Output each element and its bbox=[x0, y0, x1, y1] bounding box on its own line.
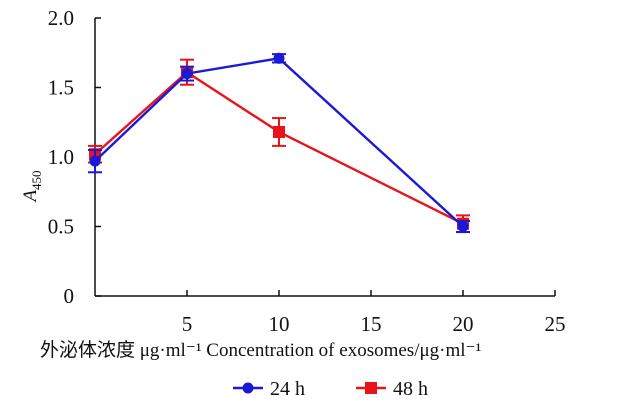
y-tick-label: 1.5 bbox=[48, 76, 74, 100]
legend-label: 24 h bbox=[270, 378, 305, 400]
series-layer bbox=[88, 52, 470, 234]
data-point bbox=[273, 125, 285, 138]
x-axis-label: 外泌体浓度 μg·ml⁻¹ Concentration of exosomes/… bbox=[40, 339, 482, 361]
tick-labels: 0 0.5 1.0 1.5 2.0 5 10 15 20 25 bbox=[48, 6, 566, 336]
series-line bbox=[94, 57, 464, 228]
data-point bbox=[273, 52, 285, 64]
legend: 24 h 48 h bbox=[233, 378, 428, 400]
legend-marker bbox=[242, 382, 254, 394]
legend-label: 48 h bbox=[393, 378, 428, 400]
y-tick-label: 0.5 bbox=[48, 215, 74, 239]
series-48-h bbox=[88, 58, 470, 234]
data-point bbox=[181, 68, 193, 80]
legend-item-48-h: 48 h bbox=[356, 378, 428, 400]
y-axis-label: A450 bbox=[20, 170, 44, 203]
x-tick-label: 5 bbox=[182, 312, 193, 336]
y-tick-label: 1.0 bbox=[48, 145, 74, 169]
data-point bbox=[457, 221, 469, 232]
x-tick-label: 25 bbox=[545, 312, 566, 336]
x-tick-label: 20 bbox=[453, 312, 474, 336]
x-tick-label: 15 bbox=[361, 312, 382, 336]
series-line bbox=[94, 70, 464, 225]
legend-marker bbox=[365, 382, 377, 394]
y-tick-label: 0 bbox=[64, 284, 75, 308]
data-point bbox=[89, 155, 101, 167]
series-24-h bbox=[88, 52, 470, 234]
x-tick-label: 10 bbox=[269, 312, 290, 336]
y-tick-label: 2.0 bbox=[48, 6, 74, 30]
legend-item-24-h: 24 h bbox=[233, 378, 305, 400]
axes bbox=[94, 17, 556, 297]
